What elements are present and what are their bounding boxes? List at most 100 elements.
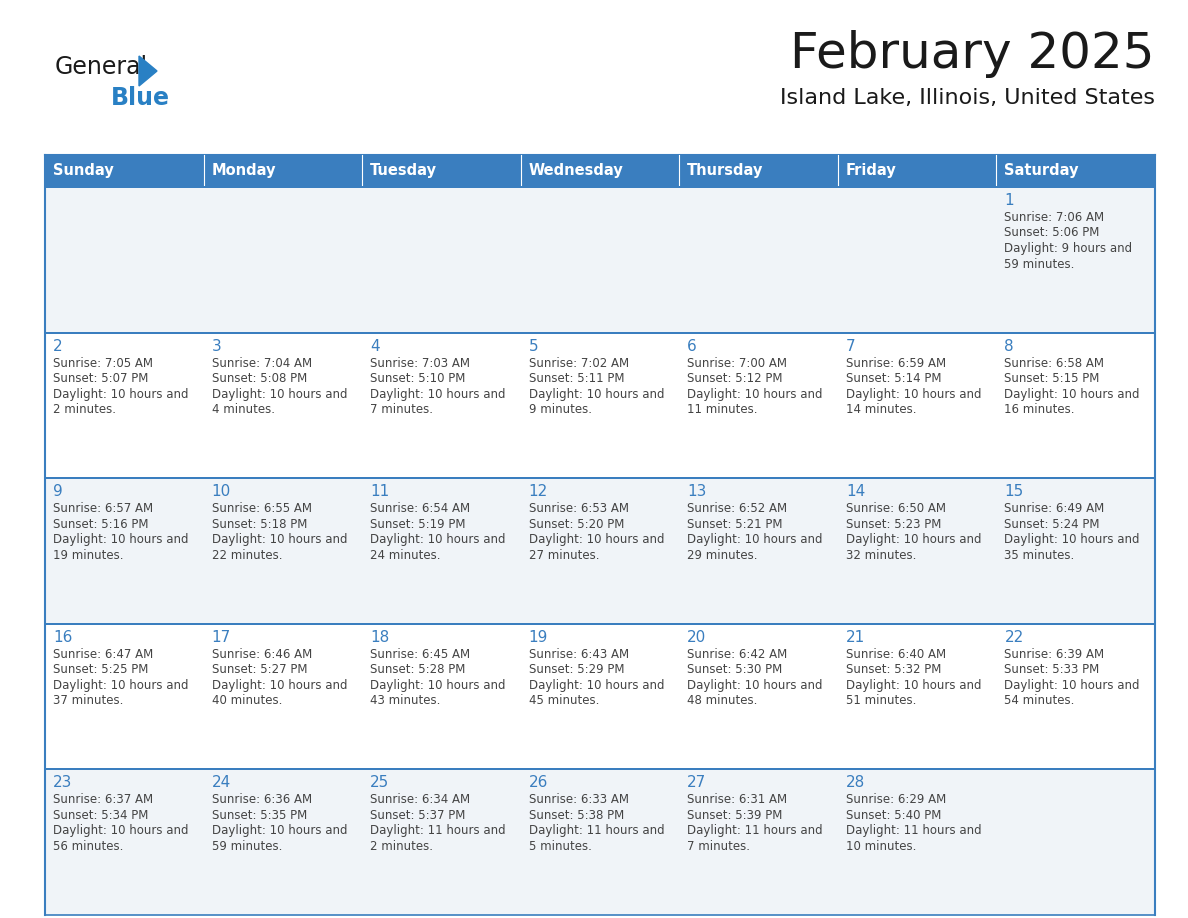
Text: 35 minutes.: 35 minutes. [1004,549,1075,562]
Text: Sunrise: 6:33 AM: Sunrise: 6:33 AM [529,793,628,806]
Text: Sunrise: 6:50 AM: Sunrise: 6:50 AM [846,502,946,515]
Text: Sunset: 5:07 PM: Sunset: 5:07 PM [53,372,148,385]
Text: Friday: Friday [846,163,897,178]
Text: 54 minutes.: 54 minutes. [1004,694,1075,707]
Text: Daylight: 10 hours and: Daylight: 10 hours and [1004,387,1140,400]
Text: 7 minutes.: 7 minutes. [688,840,751,853]
Text: 2 minutes.: 2 minutes. [53,403,116,416]
Text: 11 minutes.: 11 minutes. [688,403,758,416]
Bar [520,624,680,769]
Text: Saturday: Saturday [1004,163,1079,178]
Text: Sunset: 5:14 PM: Sunset: 5:14 PM [846,372,941,385]
Bar [203,155,362,187]
Text: Sunrise: 6:52 AM: Sunrise: 6:52 AM [688,502,788,515]
Text: Sunset: 5:38 PM: Sunset: 5:38 PM [529,809,624,822]
Text: 51 minutes.: 51 minutes. [846,694,916,707]
Text: 27 minutes.: 27 minutes. [529,549,599,562]
Bar [680,332,838,478]
Text: 29 minutes.: 29 minutes. [688,549,758,562]
Text: Sunset: 5:15 PM: Sunset: 5:15 PM [1004,372,1100,385]
Text: 9: 9 [53,484,63,499]
Text: 2 minutes.: 2 minutes. [371,840,434,853]
Text: Thursday: Thursday [688,163,764,178]
Text: Daylight: 10 hours and: Daylight: 10 hours and [53,533,189,546]
Text: Monday: Monday [211,163,276,178]
Text: 15: 15 [1004,484,1024,499]
Text: Sunrise: 6:45 AM: Sunrise: 6:45 AM [371,648,470,661]
Text: 40 minutes.: 40 minutes. [211,694,282,707]
Text: Sunset: 5:32 PM: Sunset: 5:32 PM [846,664,941,677]
Text: Sunset: 5:08 PM: Sunset: 5:08 PM [211,372,307,385]
Text: 23: 23 [53,776,72,790]
Bar [45,155,203,187]
Text: Sunrise: 6:43 AM: Sunrise: 6:43 AM [529,648,628,661]
Text: Sunset: 5:10 PM: Sunset: 5:10 PM [371,372,466,385]
Text: 32 minutes.: 32 minutes. [846,549,916,562]
Bar [997,769,1155,915]
Text: Sunrise: 6:29 AM: Sunrise: 6:29 AM [846,793,946,806]
Text: Sunrise: 6:58 AM: Sunrise: 6:58 AM [1004,356,1105,370]
Text: 20: 20 [688,630,707,644]
Text: Sunrise: 6:55 AM: Sunrise: 6:55 AM [211,502,311,515]
Text: Daylight: 10 hours and: Daylight: 10 hours and [53,387,189,400]
Bar [838,332,997,478]
Bar [362,478,520,624]
Bar [45,478,203,624]
Text: Daylight: 10 hours and: Daylight: 10 hours and [371,533,506,546]
Text: Sunrise: 7:05 AM: Sunrise: 7:05 AM [53,356,153,370]
Bar [203,769,362,915]
Text: February 2025: February 2025 [790,30,1155,78]
Text: 11: 11 [371,484,390,499]
Bar [203,478,362,624]
Text: Daylight: 10 hours and: Daylight: 10 hours and [529,387,664,400]
Bar [838,478,997,624]
Bar [362,187,520,332]
Text: 59 minutes.: 59 minutes. [1004,258,1075,271]
Bar [680,155,838,187]
Text: Daylight: 11 hours and: Daylight: 11 hours and [529,824,664,837]
Text: 59 minutes.: 59 minutes. [211,840,282,853]
Text: 27: 27 [688,776,707,790]
Bar [520,187,680,332]
Text: 24: 24 [211,776,230,790]
Bar [203,332,362,478]
Text: 19 minutes.: 19 minutes. [53,549,124,562]
Text: Daylight: 11 hours and: Daylight: 11 hours and [846,824,981,837]
Bar [45,769,203,915]
Text: Sunrise: 7:00 AM: Sunrise: 7:00 AM [688,356,788,370]
Bar [520,155,680,187]
Text: Sunrise: 6:57 AM: Sunrise: 6:57 AM [53,502,153,515]
Text: Sunset: 5:40 PM: Sunset: 5:40 PM [846,809,941,822]
Text: General: General [55,55,148,79]
Text: 3: 3 [211,339,221,353]
Text: Sunrise: 6:46 AM: Sunrise: 6:46 AM [211,648,311,661]
Text: 10: 10 [211,484,230,499]
Bar [362,624,520,769]
Text: 21: 21 [846,630,865,644]
Text: 24 minutes.: 24 minutes. [371,549,441,562]
Text: 56 minutes.: 56 minutes. [53,840,124,853]
Text: 22: 22 [1004,630,1024,644]
Text: Daylight: 10 hours and: Daylight: 10 hours and [688,678,823,692]
Text: Sunset: 5:37 PM: Sunset: 5:37 PM [371,809,466,822]
Text: Daylight: 10 hours and: Daylight: 10 hours and [371,387,506,400]
Text: 5 minutes.: 5 minutes. [529,840,592,853]
Text: Sunset: 5:06 PM: Sunset: 5:06 PM [1004,227,1100,240]
Bar [997,155,1155,187]
Text: 17: 17 [211,630,230,644]
Text: Daylight: 9 hours and: Daylight: 9 hours and [1004,242,1132,255]
Text: Sunset: 5:29 PM: Sunset: 5:29 PM [529,664,624,677]
Text: 9 minutes.: 9 minutes. [529,403,592,416]
Text: 22 minutes.: 22 minutes. [211,549,282,562]
Text: Sunrise: 6:54 AM: Sunrise: 6:54 AM [371,502,470,515]
Text: Daylight: 10 hours and: Daylight: 10 hours and [688,387,823,400]
Text: Sunset: 5:25 PM: Sunset: 5:25 PM [53,664,148,677]
Text: Sunset: 5:19 PM: Sunset: 5:19 PM [371,518,466,531]
Text: Sunday: Sunday [53,163,114,178]
Text: Sunrise: 6:59 AM: Sunrise: 6:59 AM [846,356,946,370]
Text: Daylight: 10 hours and: Daylight: 10 hours and [211,387,347,400]
Bar [997,624,1155,769]
Text: 48 minutes.: 48 minutes. [688,694,758,707]
Text: Daylight: 10 hours and: Daylight: 10 hours and [529,678,664,692]
Text: Sunset: 5:34 PM: Sunset: 5:34 PM [53,809,148,822]
